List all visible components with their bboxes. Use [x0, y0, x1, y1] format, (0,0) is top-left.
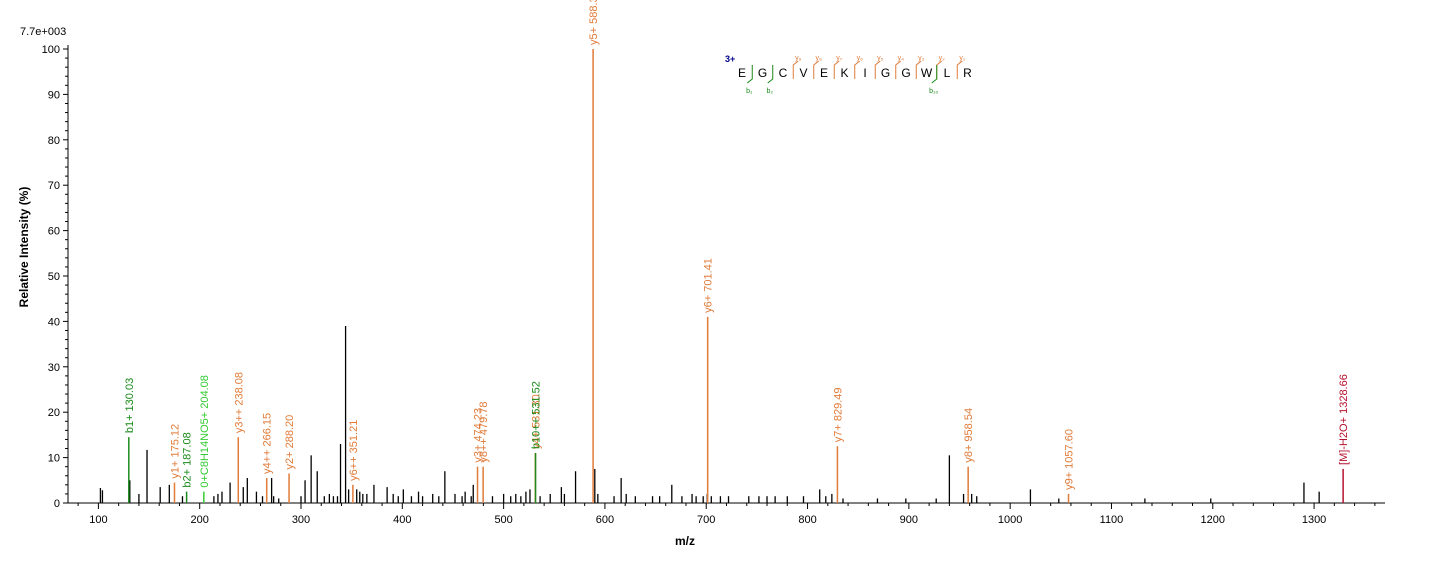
- y-ion-label: y₈: [816, 55, 823, 62]
- x-tick-label: 100: [89, 514, 107, 526]
- peak-label: b2+ 187.08: [182, 432, 194, 487]
- sequence-residue: R: [963, 66, 972, 80]
- peak-label: y6+ 701.41: [703, 258, 715, 313]
- b-ion-bracket: [746, 65, 753, 84]
- peak-label: y1+ 175.12: [169, 424, 181, 479]
- y-ticks: 0 10 20 30 40 50 60 70 80 90 100: [42, 44, 68, 510]
- y-ion-label: y₄: [898, 55, 905, 62]
- y-tick-label: 20: [48, 407, 60, 419]
- sequence-residue: C: [779, 66, 788, 80]
- x-tick-label: 900: [900, 514, 918, 526]
- b-ion-label: b₂: [766, 88, 773, 95]
- sequence-residue: G: [881, 66, 890, 80]
- peak-label: y7+ 829.49: [832, 388, 844, 443]
- peak-label: y8++ 479.78: [478, 402, 490, 463]
- x-tick-label: 1000: [998, 514, 1022, 526]
- peak-label: y3+ 474.23: [473, 408, 485, 463]
- y-ion-bracket: [936, 60, 943, 79]
- x-tick-label: 400: [393, 514, 411, 526]
- y-tick-label: 40: [48, 316, 60, 328]
- x-axis: 100 200 300 400 500 600 700 800 900 1000 1100 1200 1…: [68, 502, 1385, 526]
- x-tick-label: 700: [697, 514, 715, 526]
- sequence-residue: G: [758, 66, 767, 80]
- peak-label: y4+ 531.30: [530, 394, 542, 449]
- x-tick-label: 200: [191, 514, 209, 526]
- y-ion-bracket: [895, 60, 902, 79]
- x-tick-label: 1300: [1302, 514, 1326, 526]
- x-axis-title: m/z: [675, 534, 695, 548]
- peak-label: [M]-H2O+ 1328.66: [1338, 374, 1350, 465]
- y-tick-label: 70: [48, 180, 60, 192]
- y-tick-label: 90: [48, 89, 60, 101]
- y-ion-bracket: [854, 60, 861, 79]
- peak-label: y5+ 588.32: [588, 0, 600, 45]
- sequence-residue: E: [820, 66, 828, 80]
- x-ticks: 100 200 300 400 500 600 700 800 900 1000 1100 1200 1…: [77, 503, 1376, 526]
- y-ion-bracket: [792, 60, 799, 79]
- peak-label: 0+C8H14NO5+ 204.08: [199, 375, 211, 488]
- sequence-residue: W: [921, 66, 933, 80]
- y-axis: 0 10 20 30 40 50 60 70 80 90 100: [42, 44, 69, 510]
- sequence-residue: I: [863, 66, 866, 80]
- x-tick-label: 500: [494, 514, 512, 526]
- x-tick-label: 300: [292, 514, 310, 526]
- b-ion-label: b₁: [746, 88, 753, 95]
- x-tick-label: 1100: [1100, 514, 1124, 526]
- y-tick-label: 0: [54, 498, 60, 510]
- y-ion-label: y₁: [959, 55, 966, 62]
- y-tick-label: 50: [48, 271, 60, 283]
- y-tick-label: 10: [48, 453, 60, 465]
- b-ion-label: b₁₀: [929, 88, 938, 95]
- y-tick-label: 30: [48, 362, 60, 374]
- y-ion-label: y₉: [795, 55, 802, 62]
- peak-label: b1+ 130.03: [124, 378, 136, 433]
- peak-label: y6++ 351.21: [348, 420, 360, 481]
- x-tick-label: 600: [596, 514, 614, 526]
- y-tick-label: 100: [42, 44, 60, 56]
- y-axis-title: Relative Intensity (%): [17, 187, 31, 308]
- sequence-residue: G: [901, 66, 910, 80]
- y-ion-bracket: [915, 60, 922, 79]
- peak-labels: b1+ 130.03 y1+ 175.12 b2+ 187.08 0+C8H14NO5…: [124, 0, 1350, 490]
- x-tick-label: 800: [798, 514, 816, 526]
- y-ion-label: y₂: [939, 55, 946, 62]
- peaks: [99, 49, 1344, 503]
- y-tick-label: 60: [48, 226, 60, 238]
- peak-label: y9+ 1057.60: [1064, 429, 1076, 490]
- y-ion-bracket: [874, 60, 881, 79]
- peak-label: y3++ 238.08: [233, 372, 245, 433]
- y-ion-label: y₇: [836, 55, 843, 62]
- y-ion-bracket: [833, 60, 840, 79]
- b-ion-bracket: [931, 65, 938, 84]
- y-ion-bracket: [813, 60, 820, 79]
- max-intensity-label: 7.7e+003: [20, 26, 66, 38]
- y-ion-label: y₃: [918, 55, 925, 62]
- charge-state: 3+: [725, 54, 735, 64]
- sequence-residue: E: [738, 66, 746, 80]
- sequence-residue: K: [840, 66, 848, 80]
- y-ion-label: y₅: [877, 55, 884, 62]
- peak-label: y4++ 266.15: [262, 413, 274, 474]
- peak-label: y8+ 958.54: [963, 408, 975, 463]
- x-tick-label: 1200: [1201, 514, 1225, 526]
- b-ion-bracket: [767, 65, 774, 84]
- peak-label: b10++ 531.52: [531, 381, 543, 449]
- sequence-residue: L: [944, 66, 951, 80]
- y-ion-bracket: [956, 60, 963, 79]
- y-tick-label: 80: [48, 135, 60, 147]
- sequence-residue: V: [799, 66, 807, 80]
- y-ion-label: y₆: [857, 55, 864, 62]
- peak-label: y2+ 288.20: [284, 415, 296, 470]
